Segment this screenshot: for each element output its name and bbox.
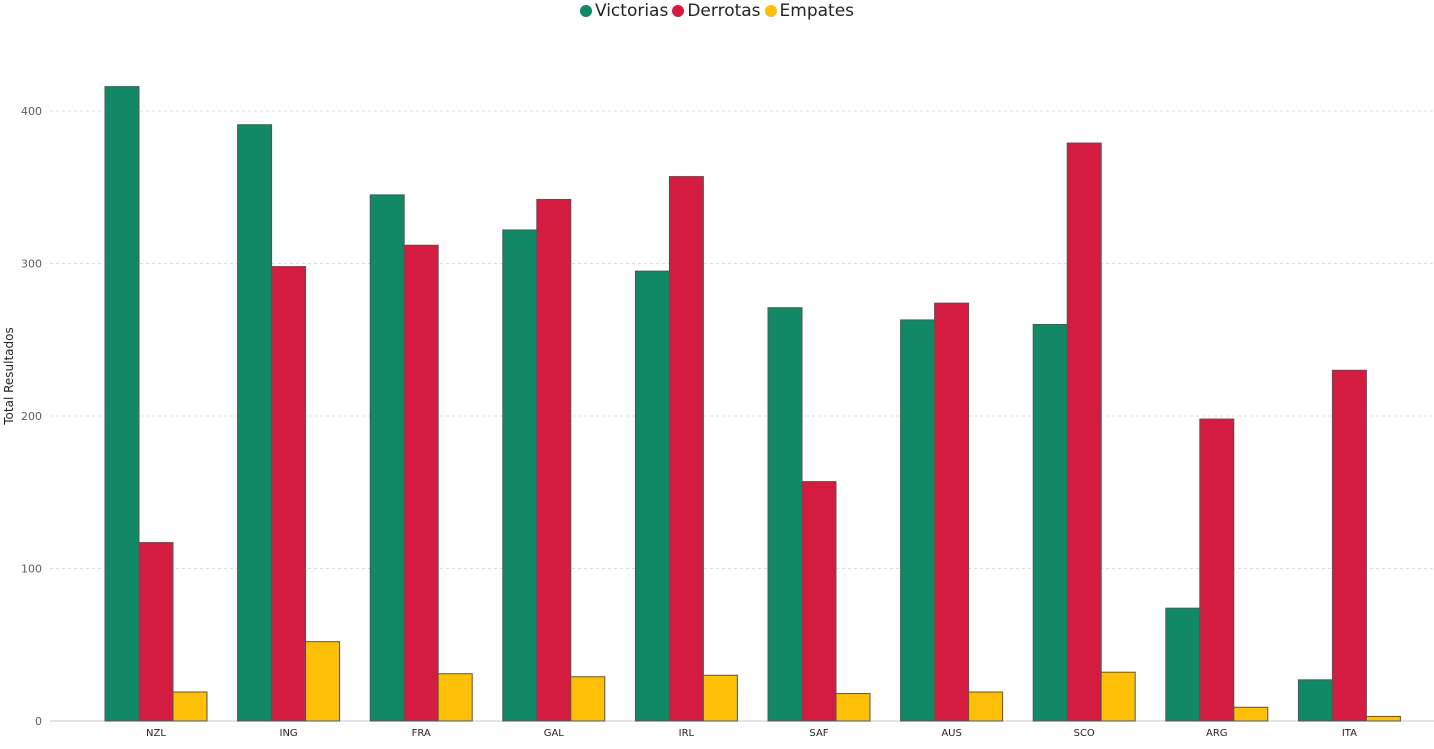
bar-derrotas-nzl <box>138 542 174 722</box>
x-tick-label: ITA <box>1342 728 1357 739</box>
bar-victorias-ita <box>1297 679 1333 722</box>
bar-derrotas-arg <box>1199 418 1235 722</box>
x-tick-label: SAF <box>809 728 828 739</box>
bar-derrotas-ita <box>1331 369 1367 722</box>
legend-item-victorias[interactable]: Victorias <box>579 1 669 21</box>
legend-item-derrotas[interactable]: Derrotas <box>672 1 761 21</box>
x-tick-label: SCO <box>1074 728 1095 739</box>
x-tick-label: AUS <box>941 728 962 739</box>
y-tick-label: 300 <box>21 258 42 271</box>
y-tick-label: 200 <box>21 410 42 423</box>
bar-empates-gal <box>570 676 606 722</box>
bar-derrotas-ing <box>271 266 307 722</box>
bar-empates-ing <box>305 641 341 722</box>
legend-label-empates: Empates <box>779 1 855 21</box>
bar-victorias-ing <box>237 124 273 722</box>
bar-derrotas-saf <box>801 481 837 722</box>
bar-empates-nzl <box>172 691 208 722</box>
y-tick-label: 0 <box>35 715 42 728</box>
bar-victorias-gal <box>502 229 538 722</box>
legend-marker-empates <box>764 5 777 17</box>
bar-victorias-aus <box>900 319 936 722</box>
legend-label-derrotas: Derrotas <box>687 1 761 21</box>
bar-empates-ita <box>1365 715 1401 722</box>
bar-victorias-saf <box>767 307 803 722</box>
bar-empates-irl <box>702 674 738 722</box>
bar-empates-arg <box>1233 706 1269 722</box>
bar-derrotas-irl <box>668 176 704 722</box>
legend-marker-derrotas <box>672 5 685 17</box>
legend-item-empates[interactable]: Empates <box>764 1 855 21</box>
y-tick-label: 100 <box>21 563 42 576</box>
bar-victorias-nzl <box>104 86 140 722</box>
bar-empates-sco <box>1100 671 1136 722</box>
legend-marker-victorias <box>579 5 592 17</box>
x-tick-label: NZL <box>146 728 166 739</box>
x-tick-label: ARG <box>1206 728 1228 739</box>
bar-victorias-irl <box>634 270 670 722</box>
y-tick-label: 400 <box>21 105 42 118</box>
x-tick-label: IRL <box>679 728 695 739</box>
bar-empates-fra <box>437 673 473 722</box>
bar-empates-saf <box>835 693 871 722</box>
bar-empates-aus <box>968 691 1004 722</box>
bar-victorias-sco <box>1032 324 1068 722</box>
bar-derrotas-gal <box>536 198 572 722</box>
bar-derrotas-sco <box>1066 142 1102 722</box>
x-tick-label: ING <box>280 728 298 739</box>
x-tick-label: FRA <box>412 728 431 739</box>
bar-victorias-arg <box>1165 607 1201 722</box>
bar-derrotas-fra <box>403 244 439 722</box>
legend-label-victorias: Victorias <box>594 1 669 21</box>
x-tick-label: GAL <box>544 728 565 739</box>
bar-derrotas-aus <box>934 302 970 722</box>
bar-victorias-fra <box>369 194 405 722</box>
legend: Victorias Derrotas Empates <box>0 0 1434 22</box>
